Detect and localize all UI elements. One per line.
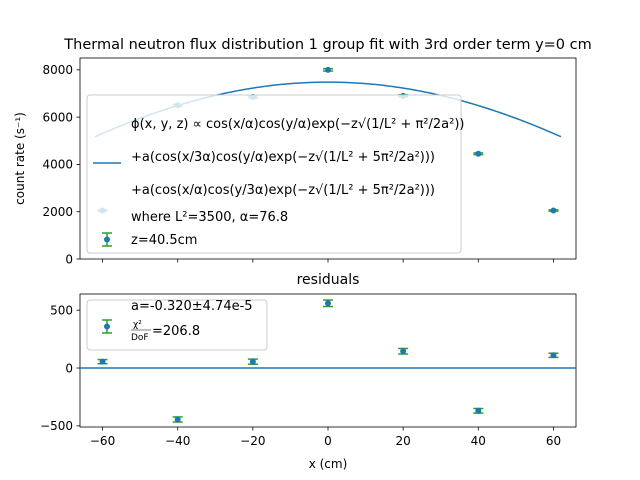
data-point (172, 416, 183, 423)
point-marker (475, 150, 482, 157)
x-tick-label: −20 (240, 434, 265, 448)
point-marker (400, 348, 407, 355)
data-point (323, 66, 333, 73)
y-tick-label: 500 (50, 303, 73, 317)
legend-chi-value: =206.8 (152, 324, 200, 339)
y-tick-label: 8000 (42, 63, 73, 77)
x-tick-label: −40 (165, 434, 190, 448)
y-tick-label: 6000 (42, 110, 73, 124)
data-point (473, 150, 484, 157)
x-tick-label: 20 (396, 434, 411, 448)
legend-fit-line3: +a(cos(x/α)cos(y/3α)exp(−z√(1/L² + 5π²/2… (131, 183, 435, 198)
legend-errorbar-swatch (102, 232, 112, 247)
data-point (323, 299, 333, 308)
point-marker (249, 358, 256, 365)
top-legend: ϕ(x, y, z) ∝ cos(x/α)cos(y/α)exp(−z√(1/L… (86, 94, 464, 254)
bottom-legend: a=-0.320±4.74e-5 χ² DoF =206.8 (86, 299, 268, 351)
legend-fit-line1: ϕ(x, y, z) ∝ cos(x/α)cos(y/α)exp(−z√(1/L… (131, 117, 464, 132)
bottom-legend-errorbar-swatch (102, 319, 112, 334)
top-y-axis-label: count rate (s⁻¹) (13, 112, 27, 205)
y-tick-label: 2000 (42, 205, 73, 219)
top-y-ticks: 0 2000 4000 6000 8000 (42, 63, 80, 266)
data-point (247, 358, 258, 365)
x-tick-label: 0 (324, 434, 332, 448)
legend-chi-numerator: χ² (133, 320, 142, 330)
x-axis-label: x (cm) (309, 457, 348, 471)
point-marker (99, 358, 106, 365)
data-point (398, 347, 409, 355)
top-legend-box (86, 94, 462, 254)
bottom-x-ticks: −60 −40 −20 0 20 40 60 (90, 427, 561, 448)
data-point (548, 207, 559, 214)
x-tick-label: 60 (546, 434, 561, 448)
residuals-title: residuals (297, 272, 360, 288)
point-marker (550, 352, 557, 359)
point-marker (325, 300, 331, 307)
y-tick-label: 0 (65, 361, 73, 375)
residual-points (97, 299, 559, 423)
legend-fit-line2: +a(cos(x/3α)cos(y/α)exp(−z√(1/L² + 5π²/2… (131, 150, 435, 165)
top-title: Thermal neutron flux distribution 1 grou… (63, 37, 591, 53)
x-tick-label: −60 (90, 434, 115, 448)
data-point (473, 407, 484, 414)
y-tick-label: 0 (65, 252, 73, 266)
point-marker (174, 416, 181, 423)
point-marker (550, 207, 557, 214)
legend-chi-denominator: DoF (131, 333, 149, 343)
y-tick-label: 4000 (42, 158, 73, 172)
y-tick-label: −500 (40, 419, 73, 433)
data-point (97, 358, 108, 365)
point-marker (325, 66, 331, 73)
top-x-ticks (102, 259, 554, 263)
data-point (548, 352, 559, 359)
x-tick-label: 40 (471, 434, 486, 448)
bottom-y-ticks: −500 0 500 (40, 303, 80, 433)
bottom-legend-box (86, 299, 268, 351)
legend-points-label: z=40.5cm (131, 233, 197, 248)
legend-fit-line4: where L²=3500, α=76.8 (131, 210, 288, 225)
point-marker (475, 407, 482, 414)
legend-a-value: a=-0.320±4.74e-5 (131, 299, 253, 314)
